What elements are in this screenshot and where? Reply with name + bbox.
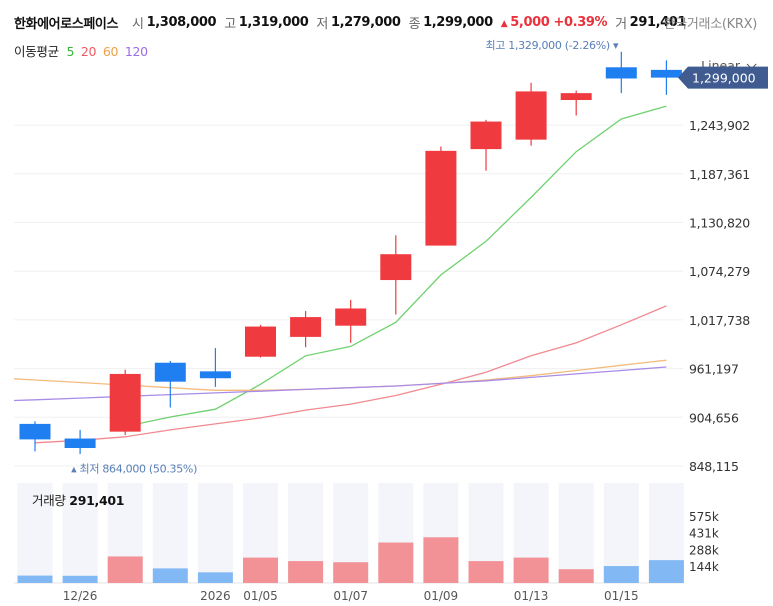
- candle-body: [650, 69, 682, 78]
- moving-average-lines: [13, 105, 667, 444]
- price-tick-label: 961,197: [689, 362, 739, 377]
- open-label: 시: [132, 16, 144, 32]
- price-tick-label: 1,074,279: [689, 264, 750, 279]
- ma120-line: [13, 366, 667, 402]
- volume-tick-label: 288k: [689, 543, 719, 557]
- exchange-name: 한국거래소(KRX): [663, 17, 758, 32]
- change-value: 5,000 +0.39%: [510, 14, 608, 30]
- ma5-line: [125, 105, 667, 428]
- candle-body: [19, 423, 51, 440]
- price-tick-label: 1,017,738: [689, 313, 750, 328]
- candle-body: [515, 91, 547, 140]
- x-axis-label: 01/07: [333, 589, 368, 603]
- close-label: 종: [408, 16, 421, 32]
- volume-bar: [603, 566, 639, 583]
- x-axis-label: 01/05: [243, 589, 278, 603]
- volume-bar: [513, 557, 549, 583]
- volume-value: 291,401: [629, 14, 687, 30]
- ma20-legend[interactable]: 20: [80, 44, 97, 59]
- candle-body: [154, 362, 186, 382]
- price-change: ▲ 5,000 +0.39%: [500, 14, 608, 30]
- stock-header: 한화에어로스페이스 시 1,308,000 고 1,319,000 저 1,27…: [14, 11, 694, 33]
- volume-bar: [152, 568, 188, 583]
- volume-column-bg: [558, 483, 594, 583]
- x-axis-label: 01/15: [604, 589, 639, 603]
- volume-tick-label: 144k: [689, 560, 719, 574]
- volume-panel-value: 291,401: [69, 493, 125, 508]
- close-price: 1,299,000: [423, 14, 493, 30]
- candle-body: [380, 254, 412, 281]
- candle-body: [109, 373, 141, 432]
- price-tick-label: 1,130,820: [689, 215, 750, 230]
- ma20-line: [34, 305, 667, 444]
- min-price-annotation: ▴ 최저 864,000 (50.35%): [71, 462, 197, 475]
- x-axis-label: 01/09: [424, 589, 459, 603]
- price-tick-label: 1,187,361: [689, 167, 750, 182]
- ma-legend-title: 이동평균: [14, 44, 59, 59]
- ma120-legend[interactable]: 120: [124, 44, 148, 59]
- volume-bar: [62, 575, 98, 583]
- axes: 1,243,902 1,187,361 1,130,820 1,074,279 1,01…: [63, 118, 751, 603]
- candle-body: [560, 93, 592, 101]
- high-price: 1,319,000: [238, 14, 309, 30]
- low-label: 저: [316, 16, 328, 32]
- volume-column-bg: [62, 483, 98, 583]
- ma-legend: 이동평균 5 20 60 120: [14, 41, 151, 60]
- candle-body: [470, 121, 502, 150]
- volume-panel-title: 거래량: [32, 493, 66, 508]
- current-price-tag: [678, 66, 768, 89]
- open-price: 1,308,000: [146, 14, 217, 30]
- candle-body: [199, 371, 231, 379]
- volume-bars: [17, 537, 684, 583]
- high-label: 고: [224, 16, 236, 32]
- candle-body: [425, 150, 457, 246]
- price-tick-label: 1,243,902: [689, 118, 750, 133]
- volume-bar: [197, 572, 233, 583]
- volume-bar: [423, 537, 459, 583]
- volume-column-bg: [17, 483, 53, 583]
- candle-body: [290, 317, 322, 337]
- annotations: 최고 1,329,000 (-2.26%) ▾ ▴ 최저 864,000 (50.…: [71, 39, 768, 475]
- x-axis-label: 01/13: [514, 589, 549, 603]
- volume-bar: [107, 556, 143, 583]
- volume-bar: [648, 560, 684, 583]
- volume-tick-label: 575k: [689, 510, 719, 524]
- stock-name: 한화에어로스페이스: [14, 16, 119, 32]
- volume-bar: [243, 557, 278, 583]
- volume-column-bg: [197, 483, 233, 583]
- ma60-legend[interactable]: 60: [102, 44, 119, 59]
- volume-tick-label: 431k: [689, 527, 719, 541]
- candle-body: [64, 438, 96, 449]
- x-axis-label: 12/26: [63, 589, 98, 603]
- volume-column-bg: [152, 483, 188, 583]
- max-price-annotation: 최고 1,329,000 (-2.26%) ▾: [485, 39, 619, 52]
- volume-bar: [558, 569, 594, 583]
- up-arrow-icon: ▲: [500, 18, 508, 29]
- volume-bar: [378, 542, 414, 583]
- candle-body: [605, 67, 637, 79]
- low-price: 1,279,000: [330, 14, 401, 30]
- current-price-label: 1,299,000: [692, 71, 756, 86]
- x-axis-label: 2026: [200, 589, 231, 603]
- volume-label: 거: [615, 16, 627, 32]
- price-tick-label: 848,115: [689, 459, 739, 474]
- volume-panel-label: 거래량 291,401: [32, 490, 124, 509]
- grid-lines: [14, 124, 684, 584]
- price-tick-label: 904,656: [689, 410, 739, 425]
- volume-bar: [333, 562, 369, 583]
- candles: [19, 51, 682, 455]
- volume-bar: [17, 575, 53, 583]
- volume-bar: [288, 561, 324, 583]
- candle-body: [245, 326, 276, 357]
- volume-bar: [468, 561, 504, 583]
- candle-body: [335, 308, 367, 326]
- ma5-legend[interactable]: 5: [66, 44, 75, 59]
